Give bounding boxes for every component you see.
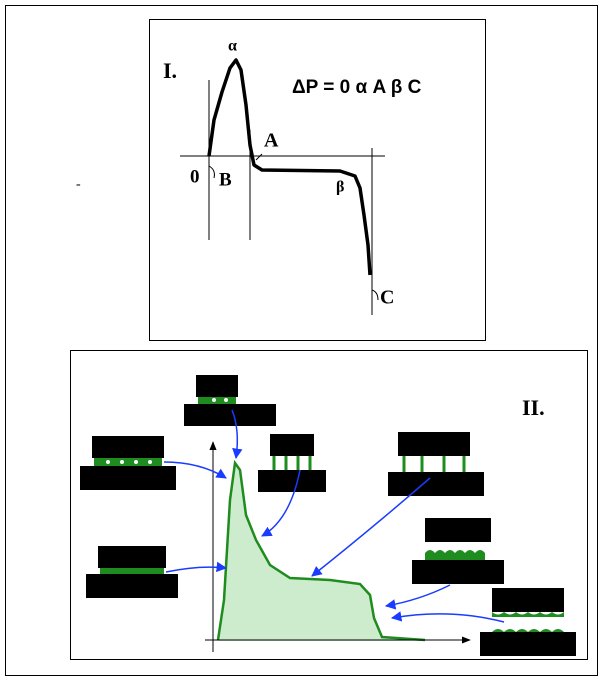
curve	[216, 459, 426, 642]
pressure-curve	[207, 58, 372, 276]
panel-frame	[70, 350, 588, 660]
tick	[255, 153, 263, 161]
arrows	[163, 409, 505, 623]
tick	[208, 165, 215, 179]
panel-2: II.	[70, 350, 588, 660]
outer-frame	[5, 5, 598, 676]
axes	[180, 80, 385, 315]
curve-fill	[218, 463, 425, 641]
panel-1: I. α ΔP = 0 α A β C A 0 B β C	[149, 19, 486, 341]
point-label: α	[228, 38, 237, 55]
point-label: 0	[190, 166, 200, 187]
panel-frame	[149, 19, 486, 341]
panel-label: I.	[163, 58, 177, 83]
point-label: A	[264, 130, 279, 152]
point-label: B	[219, 169, 232, 190]
plates	[80, 375, 576, 656]
point-label: C	[380, 287, 394, 309]
stray-mark: -	[76, 177, 81, 192]
panel-label: II.	[522, 395, 545, 420]
point-label: β	[336, 179, 344, 196]
tick	[371, 289, 379, 301]
equation: ΔP = 0 α A β C	[292, 77, 422, 98]
